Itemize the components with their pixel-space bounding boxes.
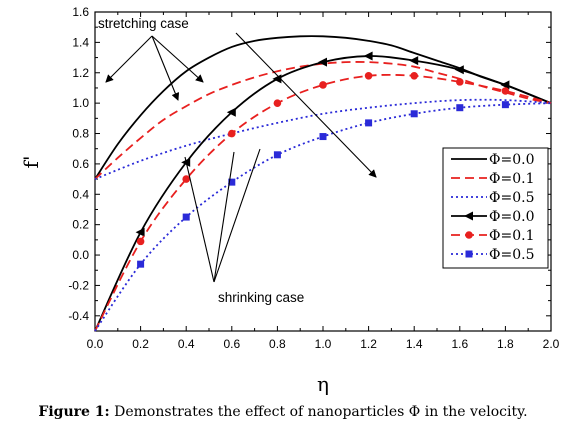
- x-tick-label: 1.2: [360, 337, 377, 351]
- legend-label: Φ=0.5: [489, 247, 534, 263]
- data-point-square: [182, 213, 190, 221]
- y-tick-label: 0.4: [72, 187, 89, 201]
- data-point-triangle: [409, 56, 419, 66]
- annotation-arrow: [105, 35, 153, 83]
- y-tick-label: -0.4: [68, 309, 89, 323]
- y-tick-label: 0.8: [72, 127, 89, 141]
- data-point-circle: [456, 78, 464, 86]
- y-tick-label: 0.0: [72, 248, 89, 262]
- chart: 0.0 0.2 0.4 0.6 0.8 1.0 1.2 1.4 1.6 1.8 2.0 -0.4 -0.…: [19, 5, 560, 396]
- data-point-triangle: [454, 65, 464, 75]
- annotation-arrow: [213, 148, 261, 283]
- data-point-triangle: [500, 80, 510, 90]
- data-point-triangle: [272, 74, 282, 84]
- y-tick-label: 0.2: [72, 218, 89, 232]
- annotation-stretching: stretching case: [98, 16, 189, 31]
- y-tick-label: 1.0: [72, 96, 89, 110]
- y-tick-label: 1.4: [72, 35, 89, 49]
- annotation-arrow: [151, 35, 180, 101]
- data-point-circle: [136, 237, 145, 246]
- legend-box: [442, 147, 549, 269]
- x-tick-label: 0.4: [178, 337, 195, 351]
- y-tick-label: 1.2: [72, 66, 89, 80]
- x-tick-label: 0.8: [269, 337, 286, 351]
- data-point-circle: [273, 99, 282, 107]
- data-point-circle: [228, 129, 236, 138]
- series-shrinking-1: [94, 72, 552, 332]
- data-point-triangle: [226, 107, 236, 117]
- annotation-arrow: [151, 35, 204, 83]
- series-shrinking-0: [94, 51, 552, 332]
- y-tick-label: 1.6: [72, 5, 89, 19]
- annotation-arrow: [184, 156, 215, 283]
- figure-caption-label: Figure 1:: [38, 404, 110, 420]
- x-tick-label: 1.0: [315, 337, 332, 351]
- data-point-circle: [410, 72, 419, 80]
- annotation-shrinking: shrinking case: [218, 290, 304, 305]
- legend-label: Φ=0.0: [489, 152, 534, 168]
- legend-label: Φ=0.1: [489, 171, 534, 187]
- legend-label: Φ=0.0: [489, 209, 534, 225]
- data-point-square: [456, 104, 464, 112]
- x-tick-label: 1.6: [451, 337, 468, 351]
- data-point-square: [228, 178, 236, 186]
- data-point-circle: [465, 231, 473, 239]
- data-point-square: [273, 151, 281, 159]
- series-line: [94, 55, 552, 332]
- legend: Φ=0.0 Φ=0.1 Φ=0.5 Φ=0.0 Φ=0.1 Φ=0.5: [442, 147, 549, 269]
- data-point-square: [319, 133, 327, 141]
- series-line: [94, 73, 552, 332]
- data-point-circle: [319, 81, 327, 89]
- plot-area: 0.0 0.2 0.4 0.6 0.8 1.0 1.2 1.4 1.6 1.8 2.0 -0.4 -0.…: [68, 5, 559, 351]
- x-tick-label: 0.2: [132, 337, 149, 351]
- legend-label: Φ=0.5: [489, 190, 534, 206]
- figure-caption-text: Demonstrates the effect of nanoparticles…: [114, 404, 528, 420]
- data-point-triangle: [464, 211, 473, 221]
- x-tick-label: 2.0: [543, 337, 560, 351]
- series-stretching-1: [94, 61, 552, 180]
- y-axis-label: f': [19, 156, 43, 169]
- data-point-square: [137, 260, 145, 268]
- data-point-square: [365, 119, 373, 127]
- series-line: [94, 61, 552, 180]
- x-tick-label: 0.0: [87, 337, 104, 351]
- y-tick-label: -0.2: [68, 278, 89, 292]
- x-tick-label: 1.4: [406, 337, 423, 351]
- data-point-circle: [364, 72, 373, 80]
- series-layer: [94, 35, 552, 332]
- series-shrinking-2: [94, 101, 552, 332]
- data-point-circle: [182, 175, 190, 183]
- data-point-square: [465, 250, 473, 258]
- data-point-square: [501, 101, 509, 109]
- x-tick-label: 1.8: [497, 337, 514, 351]
- legend-label: Φ=0.1: [489, 228, 534, 244]
- annotation-arrow: [213, 151, 235, 283]
- x-tick-label: 0.6: [223, 337, 240, 351]
- data-point-triangle: [135, 227, 145, 237]
- annotation-layer: stretching case shrinking case: [98, 16, 377, 305]
- y-tick-label: 0.6: [72, 157, 89, 171]
- x-axis-label: η: [317, 372, 329, 396]
- data-point-circle: [501, 87, 510, 95]
- data-point-triangle: [318, 57, 327, 67]
- figure-caption: Figure 1: Demonstrates the effect of nan…: [0, 404, 566, 420]
- data-point-triangle: [363, 51, 373, 61]
- annotation-arrow: [235, 32, 377, 178]
- data-point-square: [410, 110, 418, 118]
